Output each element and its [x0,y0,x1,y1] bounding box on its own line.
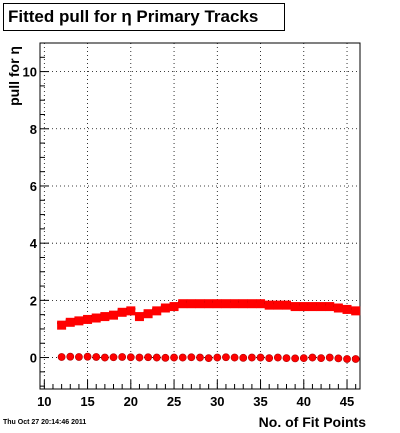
x-tick-label: 20 [124,394,138,409]
circle-point [109,353,118,362]
square-point [351,306,361,316]
y-tick-label: 2 [30,293,37,308]
circle-point [100,353,109,362]
square-point [57,320,67,330]
square-point [230,299,240,309]
circle-point [239,353,248,362]
circle-point [222,353,230,362]
square-point [91,313,101,323]
square-point [290,302,300,312]
circle-point [325,353,334,362]
square-point [134,312,144,322]
square-point [143,309,153,319]
circle-point [135,353,144,362]
circle-point [247,353,256,362]
square-point [325,302,335,312]
square-point [247,299,257,309]
circle-point [273,353,282,362]
circle-point [144,353,153,362]
circle-point [126,353,135,362]
chart-title-text: Fitted pull for η Primary Tracks [8,7,259,26]
circle-point [291,354,300,363]
circle-point [265,354,274,363]
y-tick-label: 10 [23,65,37,80]
x-tick-label: 15 [80,394,94,409]
circle-point [230,353,239,362]
square-point [160,303,170,313]
square-point [186,299,196,309]
x-tick-label: 10 [37,394,51,409]
circle-point [204,354,213,363]
plot-frame [39,42,361,390]
square-point [212,299,222,309]
square-point [256,299,266,309]
timestamp: Thu Oct 27 20:14:46 2011 [3,419,87,426]
circle-point [317,354,325,363]
square-point [273,300,283,310]
square-point [316,302,326,312]
square-point [152,306,162,316]
square-point [307,302,317,312]
y-tick-label: 0 [30,351,37,366]
x-axis-label: No. of Fit Points [259,414,367,430]
square-point [342,304,352,314]
square-point [195,299,205,309]
x-tick-label: 30 [210,394,224,409]
x-tick-label: 25 [167,394,181,409]
tick-labels: 10 15 20 25 30 35 40 45 0 2 4 6 8 10 [23,65,355,409]
square-point [100,312,110,322]
y-tick-label: 8 [30,122,37,137]
circle-point [75,353,83,361]
square-point [117,307,127,317]
square-point [238,299,248,309]
circle-point [196,353,204,362]
x-tick-label: 40 [297,394,311,409]
data-marks [57,299,361,363]
circle-point [161,353,170,362]
square-point [126,306,136,316]
circle-point [187,353,196,362]
circle-point [83,352,92,361]
circle-point [118,353,127,361]
square-point [204,299,214,309]
y-tick-label: 6 [30,179,37,194]
x-tick-label: 35 [253,394,267,409]
square-point [333,303,343,313]
square-point [74,316,84,326]
grid-lines [40,43,360,389]
circle-point [66,352,75,361]
circle-point [334,354,343,363]
y-axis-label: pull for η [6,46,22,106]
square-point [65,317,75,327]
circle-point [256,353,265,362]
circle-point [351,355,360,363]
chart-title: Fitted pull for η Primary Tracks [3,3,285,31]
circle-point [308,353,317,362]
x-tick-label: 45 [340,394,354,409]
square-point [178,299,188,309]
circle-point [343,355,351,363]
circle-point [213,353,222,362]
circle-point [282,354,291,363]
circle-point [152,353,161,362]
circle-point [178,353,187,362]
square-point [264,300,274,310]
square-point [169,302,179,312]
square-point [83,314,93,324]
circle-point [299,354,308,363]
square-point [299,302,309,312]
circle-point [92,353,101,361]
circle-point [57,353,66,361]
circle-point [170,353,178,362]
axis-ticks [40,42,357,389]
square-point [281,300,291,310]
y-tick-label: 4 [30,236,38,251]
square-point [109,310,119,320]
square-point [221,299,231,309]
